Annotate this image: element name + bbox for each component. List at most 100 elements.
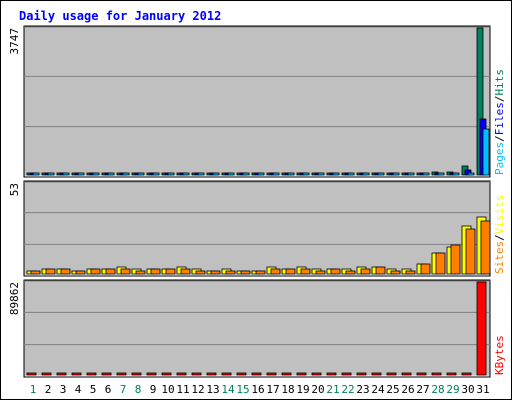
bar-kbytes-day-11 xyxy=(176,372,187,376)
bar-kbytes-day-19 xyxy=(296,372,307,376)
bar-sites-day-2 xyxy=(45,268,56,275)
bar-kbytes-day-18 xyxy=(281,372,292,376)
bar-pages-day-17 xyxy=(272,172,280,176)
day-label-25: 25 xyxy=(386,383,399,396)
bar-sites-day-22 xyxy=(345,270,356,275)
day-label-8: 8 xyxy=(135,383,142,396)
day-label-18: 18 xyxy=(281,383,294,396)
legend-entry-hits-0: Pages xyxy=(493,142,506,175)
bar-pages-day-19 xyxy=(302,172,310,176)
bar-kbytes-day-17 xyxy=(266,372,277,376)
bar-sites-day-5 xyxy=(90,268,101,275)
bar-pages-day-29 xyxy=(452,172,460,176)
bar-sites-day-7 xyxy=(120,268,131,275)
panel-background xyxy=(23,180,491,277)
bar-sites-day-8 xyxy=(135,270,146,275)
bar-pages-day-20 xyxy=(317,172,325,176)
bar-kbytes-day-29 xyxy=(446,372,457,376)
bar-pages-day-25 xyxy=(392,172,400,176)
day-label-9: 9 xyxy=(150,383,157,396)
bar-kbytes-day-7 xyxy=(116,372,127,376)
bar-pages-day-7 xyxy=(122,172,130,176)
bar-sites-day-31 xyxy=(480,220,491,275)
bar-pages-day-14 xyxy=(227,172,235,176)
day-label-24: 24 xyxy=(371,383,385,396)
bar-kbytes-day-13 xyxy=(206,372,217,376)
bar-pages-day-8 xyxy=(137,172,145,176)
day-label-4: 4 xyxy=(75,383,82,396)
legend-entry-hits-1: / xyxy=(493,135,506,142)
day-label-21: 21 xyxy=(326,383,339,396)
legend-entry-hits-3: / xyxy=(493,96,506,103)
day-label-16: 16 xyxy=(251,383,264,396)
day-label-7: 7 xyxy=(120,383,127,396)
bar-sites-day-10 xyxy=(165,268,176,275)
bar-pages-day-9 xyxy=(152,172,160,176)
bar-kbytes-day-3 xyxy=(56,372,67,376)
bar-kbytes-day-22 xyxy=(341,372,352,376)
bar-kbytes-day-8 xyxy=(131,372,142,376)
bar-sites-day-29 xyxy=(450,244,461,275)
bar-pages-day-15 xyxy=(242,172,250,176)
bar-pages-day-21 xyxy=(332,172,340,176)
bar-sites-day-28 xyxy=(435,252,446,275)
bar-kbytes-day-1 xyxy=(26,372,37,376)
day-label-19: 19 xyxy=(296,383,309,396)
bar-kbytes-day-10 xyxy=(161,372,172,376)
bar-kbytes-day-21 xyxy=(326,372,337,376)
bar-sites-day-27 xyxy=(420,263,431,275)
bar-kbytes-day-6 xyxy=(101,372,112,376)
bar-pages-day-16 xyxy=(257,172,265,176)
bar-pages-day-26 xyxy=(407,172,415,176)
bar-pages-day-13 xyxy=(212,172,220,176)
bar-kbytes-day-2 xyxy=(41,372,52,376)
legend-entry-visits-2: Visits xyxy=(493,195,506,235)
day-label-15: 15 xyxy=(236,383,249,396)
day-label-2: 2 xyxy=(45,383,52,396)
bar-pages-day-5 xyxy=(92,172,100,176)
bar-sites-day-6 xyxy=(105,268,116,275)
day-label-6: 6 xyxy=(105,383,112,396)
bar-sites-day-20 xyxy=(315,270,326,275)
bar-sites-day-1 xyxy=(30,270,41,275)
day-label-26: 26 xyxy=(401,383,414,396)
day-label-31: 31 xyxy=(476,383,489,396)
bar-pages-day-10 xyxy=(167,172,175,176)
bar-kbytes-day-14 xyxy=(221,372,232,376)
legend-entry-hits-4: Hits xyxy=(493,69,506,96)
panel-background xyxy=(23,25,491,178)
scale-label-visits: 53 xyxy=(8,183,21,196)
bar-sites-day-24 xyxy=(375,266,386,275)
bar-pages-day-27 xyxy=(422,172,430,176)
chart-title: Daily usage for January 2012 xyxy=(19,9,221,23)
bar-kbytes-day-27 xyxy=(416,372,427,376)
legend-kbytes: KBytes xyxy=(493,335,506,375)
x-axis-day-labels: 1 2 3 4 5 6 7 8 9 10 11 12 13 14 15 16 17 18 19 20 21 22 23 24 2… xyxy=(30,383,490,396)
bar-sites-day-15 xyxy=(240,270,251,275)
bar-pages-day-23 xyxy=(362,172,370,176)
day-label-27: 27 xyxy=(416,383,429,396)
bar-kbytes-day-30 xyxy=(461,372,472,376)
bar-sites-day-16 xyxy=(255,270,266,275)
day-label-28: 28 xyxy=(431,383,444,396)
bar-pages-day-28 xyxy=(437,172,445,176)
legend-entry-visits-0: Sites xyxy=(493,241,506,274)
bar-kbytes-day-24 xyxy=(371,372,382,376)
scale-label-kbytes: 89862 xyxy=(8,282,21,315)
bar-sites-day-11 xyxy=(180,268,191,275)
bar-pages-day-11 xyxy=(182,172,190,176)
day-label-10: 10 xyxy=(161,383,174,396)
day-label-17: 17 xyxy=(266,383,279,396)
bar-sites-day-18 xyxy=(285,268,296,275)
day-label-13: 13 xyxy=(206,383,219,396)
bar-sites-day-3 xyxy=(60,268,71,275)
day-label-29: 29 xyxy=(446,383,459,396)
day-label-30: 30 xyxy=(461,383,474,396)
bar-pages-day-4 xyxy=(77,172,85,176)
day-label-5: 5 xyxy=(90,383,97,396)
bar-sites-day-12 xyxy=(195,270,206,275)
day-label-20: 20 xyxy=(311,383,324,396)
